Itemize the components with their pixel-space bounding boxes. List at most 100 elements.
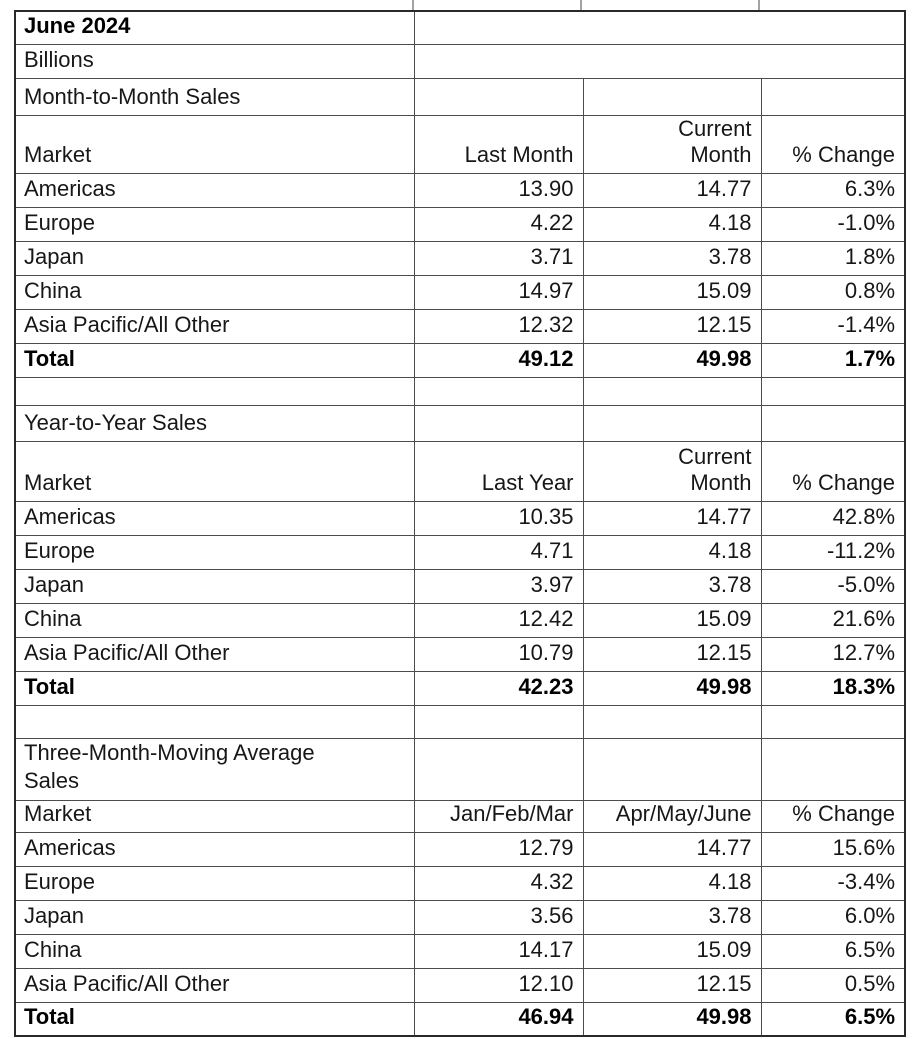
current-value-cell: 15.09	[582, 602, 762, 638]
total-current-cell: 49.98	[582, 342, 762, 378]
market-cell: China	[14, 274, 415, 310]
column-header-current-month-line2: Month	[690, 469, 752, 495]
current-value-cell: 15.09	[582, 274, 762, 310]
prev-value-cell: 4.71	[413, 534, 584, 570]
section3-title-line1: Three-Month-Moving Average	[24, 739, 315, 765]
total-prev-cell: 49.12	[413, 342, 584, 378]
table-row: Europe 4.32 4.18 -3.4%	[14, 865, 906, 901]
market-cell: China	[14, 933, 415, 969]
total-label-cell: Total	[14, 670, 415, 706]
empty-cell	[413, 43, 906, 79]
pct-change-cell: 42.8%	[760, 500, 906, 536]
total-label-cell: Total	[14, 1001, 415, 1037]
column-header-current-month-line2: Month	[690, 141, 752, 167]
section2-title: Year-to-Year Sales	[14, 404, 415, 442]
pct-change-cell: 6.3%	[760, 172, 906, 208]
pct-change-cell: -5.0%	[760, 568, 906, 604]
table-row: Europe 4.71 4.18 -11.2%	[14, 534, 906, 570]
market-cell: Europe	[14, 865, 415, 901]
empty-cell	[582, 737, 762, 801]
crop-artifact-tick	[758, 0, 760, 11]
current-value-cell: 14.77	[582, 831, 762, 867]
current-value-cell: 12.15	[582, 967, 762, 1003]
empty-cell	[14, 376, 415, 406]
current-value-cell: 12.15	[582, 636, 762, 672]
market-cell: Japan	[14, 568, 415, 604]
total-pct-change-cell: 1.7%	[760, 342, 906, 378]
empty-cell	[760, 404, 906, 442]
pct-change-cell: -11.2%	[760, 534, 906, 570]
section2-title-row: Year-to-Year Sales	[14, 404, 906, 442]
total-prev-cell: 42.23	[413, 670, 584, 706]
crop-artifact-tick	[580, 0, 582, 11]
prev-value-cell: 10.79	[413, 636, 584, 672]
column-header-last-month: Last Month	[413, 114, 584, 174]
pct-change-cell: 0.5%	[760, 967, 906, 1003]
table-row: Asia Pacific/All Other 10.79 12.15 12.7%	[14, 636, 906, 672]
market-cell: Asia Pacific/All Other	[14, 308, 415, 344]
market-cell: Japan	[14, 240, 415, 276]
empty-cell	[413, 404, 584, 442]
table-row: China 14.97 15.09 0.8%	[14, 274, 906, 310]
empty-cell	[582, 77, 762, 116]
section1-header-row: Market Last Month Current Month % Change	[14, 114, 906, 174]
column-header-pct-change: % Change	[760, 114, 906, 174]
empty-cell	[413, 10, 906, 45]
table-row: China 14.17 15.09 6.5%	[14, 933, 906, 969]
market-cell: Asia Pacific/All Other	[14, 636, 415, 672]
market-cell: Europe	[14, 534, 415, 570]
report-title-row: June 2024	[14, 10, 906, 45]
current-value-cell: 3.78	[582, 240, 762, 276]
empty-cell	[413, 704, 584, 739]
crop-artifact-tick	[412, 0, 414, 11]
empty-cell	[760, 704, 906, 739]
table-row: Asia Pacific/All Other 12.10 12.15 0.5%	[14, 967, 906, 1003]
column-header-market: Market	[14, 799, 415, 833]
column-header-current-month: Current Month	[582, 114, 762, 174]
empty-cell	[582, 404, 762, 442]
current-value-cell: 4.18	[582, 534, 762, 570]
pct-change-cell: 21.6%	[760, 602, 906, 638]
market-cell: China	[14, 602, 415, 638]
column-header-pct-change: % Change	[760, 440, 906, 502]
current-value-cell: 3.78	[582, 899, 762, 935]
market-cell: Japan	[14, 899, 415, 935]
total-row: Total 46.94 49.98 6.5%	[14, 1001, 906, 1037]
table-row: Japan 3.71 3.78 1.8%	[14, 240, 906, 276]
current-value-cell: 15.09	[582, 933, 762, 969]
pct-change-cell: 0.8%	[760, 274, 906, 310]
market-cell: Americas	[14, 172, 415, 208]
section1-title: Month-to-Month Sales	[14, 77, 415, 116]
column-header-jan-feb-mar: Jan/Feb/Mar	[413, 799, 584, 833]
current-value-cell: 14.77	[582, 172, 762, 208]
pct-change-cell: -1.0%	[760, 206, 906, 242]
spacer-row	[14, 376, 906, 406]
empty-cell	[413, 376, 584, 406]
table-row: Americas 12.79 14.77 15.6%	[14, 831, 906, 867]
empty-cell	[582, 704, 762, 739]
empty-cell	[413, 737, 584, 801]
prev-value-cell: 12.79	[413, 831, 584, 867]
prev-value-cell: 12.42	[413, 602, 584, 638]
prev-value-cell: 4.22	[413, 206, 584, 242]
total-current-cell: 49.98	[582, 1001, 762, 1037]
current-value-cell: 4.18	[582, 865, 762, 901]
table-row: Americas 10.35 14.77 42.8%	[14, 500, 906, 536]
prev-value-cell: 13.90	[413, 172, 584, 208]
empty-cell	[760, 77, 906, 116]
empty-cell	[14, 704, 415, 739]
prev-value-cell: 4.32	[413, 865, 584, 901]
section1-title-row: Month-to-Month Sales	[14, 77, 906, 116]
prev-value-cell: 3.97	[413, 568, 584, 604]
column-header-current-month: Current Month	[582, 440, 762, 502]
pct-change-cell: 6.5%	[760, 933, 906, 969]
table-row: Europe 4.22 4.18 -1.0%	[14, 206, 906, 242]
pct-change-cell: 12.7%	[760, 636, 906, 672]
column-header-current-month-line1: Current	[678, 115, 752, 141]
column-header-last-year: Last Year	[413, 440, 584, 502]
spacer-row	[14, 704, 906, 739]
table-row: Asia Pacific/All Other 12.32 12.15 -1.4%	[14, 308, 906, 344]
total-pct-change-cell: 6.5%	[760, 1001, 906, 1037]
prev-value-cell: 12.32	[413, 308, 584, 344]
prev-value-cell: 14.17	[413, 933, 584, 969]
